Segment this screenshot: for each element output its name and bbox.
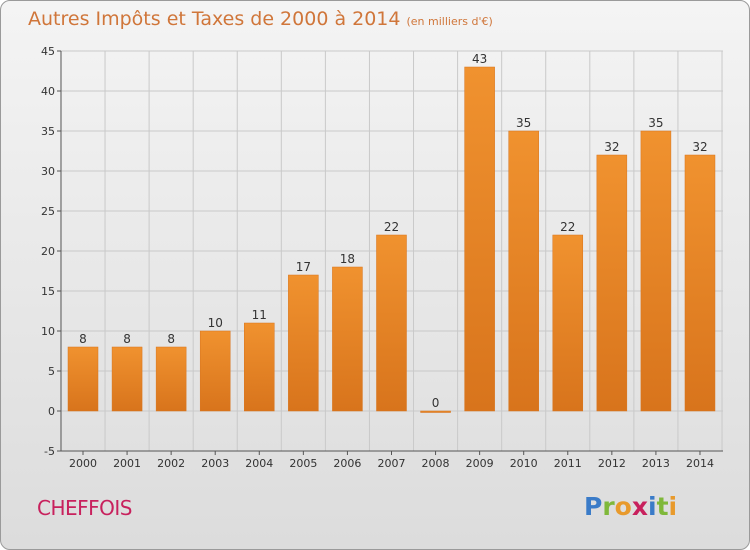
- proxiti-logo[interactable]: Proxiti: [584, 492, 677, 521]
- bar: [332, 266, 363, 412]
- bar-value-label: 43: [472, 52, 487, 66]
- x-tick-label: 2006: [333, 457, 361, 470]
- bar: [596, 154, 628, 412]
- bars: [67, 66, 716, 413]
- bar-value-label: 18: [340, 252, 355, 266]
- y-tick-label: 15: [41, 285, 55, 298]
- bar: [508, 130, 539, 412]
- x-tick-label: 2005: [289, 457, 317, 470]
- bar: [111, 346, 143, 412]
- x-tick-label: 2007: [377, 457, 405, 470]
- bar: [244, 322, 275, 412]
- y-tick-label: 40: [41, 85, 55, 98]
- logo-letter: x: [631, 492, 648, 521]
- bar-value-label: 32: [692, 140, 707, 154]
- bar-value-label: 8: [79, 332, 87, 346]
- logo-letter: i: [648, 492, 657, 521]
- y-tick-label: 5: [48, 365, 55, 378]
- commune-name: CHEFFOIS: [37, 496, 132, 520]
- logo-letter: P: [584, 492, 603, 521]
- x-tick-label: 2000: [69, 457, 97, 470]
- logo-letter: o: [614, 492, 632, 521]
- y-tick-label: 45: [41, 45, 55, 58]
- bar: [640, 130, 672, 412]
- labels: -5 0 5 10 15 20 25 30 35 40 45 8 2000 8 2001 8 2002 10 200…: [41, 45, 714, 470]
- bar-value-label: 35: [648, 116, 663, 130]
- bar: [155, 346, 187, 412]
- chart-unit: (en milliers d'€): [406, 15, 493, 28]
- bar: [420, 410, 451, 413]
- x-tick-label: 2003: [201, 457, 229, 470]
- x-tick-label: 2011: [554, 457, 582, 470]
- x-tick-label: 2001: [113, 457, 141, 470]
- chart-title: Autres Impôts et Taxes de 2000 à 2014 (en…: [28, 8, 493, 30]
- y-tick-label: -5: [44, 445, 55, 458]
- bar: [464, 66, 495, 412]
- logo-letter: t: [656, 492, 669, 521]
- x-tick-label: 2008: [422, 457, 450, 470]
- x-tick-label: 2012: [598, 457, 626, 470]
- x-tick-label: 2002: [157, 457, 185, 470]
- bar: [288, 274, 319, 412]
- axes: [57, 50, 723, 455]
- x-tick-label: 2014: [686, 457, 714, 470]
- y-tick-label: 20: [41, 245, 55, 258]
- logo-letter: i: [668, 492, 678, 521]
- bar-value-label: 35: [516, 116, 531, 130]
- y-tick-label: 10: [41, 325, 55, 338]
- bar-value-label: 22: [384, 220, 399, 234]
- bar: [552, 234, 584, 412]
- bar-value-label: 10: [208, 316, 223, 330]
- bar: [376, 234, 407, 412]
- x-tick-label: 2013: [642, 457, 670, 470]
- y-tick-label: 25: [41, 205, 55, 218]
- bar: [684, 154, 716, 412]
- bar-value-label: 22: [560, 220, 575, 234]
- x-tick-label: 2009: [466, 457, 494, 470]
- bar-value-label: 32: [604, 140, 619, 154]
- bar: [67, 346, 99, 412]
- chart-title-text: Autres Impôts et Taxes de 2000 à 2014: [28, 8, 401, 30]
- y-tick-label: 30: [41, 165, 55, 178]
- logo-letter: r: [602, 492, 615, 521]
- x-tick-label: 2010: [510, 457, 538, 470]
- bar: [199, 330, 231, 412]
- x-tick-label: 2004: [245, 457, 273, 470]
- y-tick-label: 35: [41, 125, 55, 138]
- bar-value-label: 8: [167, 332, 175, 346]
- bar-value-label: 8: [123, 332, 131, 346]
- bar-value-label: 0: [432, 396, 440, 410]
- bar-value-label: 17: [296, 260, 311, 274]
- y-tick-label: 0: [48, 405, 55, 418]
- bar-value-label: 11: [252, 308, 267, 322]
